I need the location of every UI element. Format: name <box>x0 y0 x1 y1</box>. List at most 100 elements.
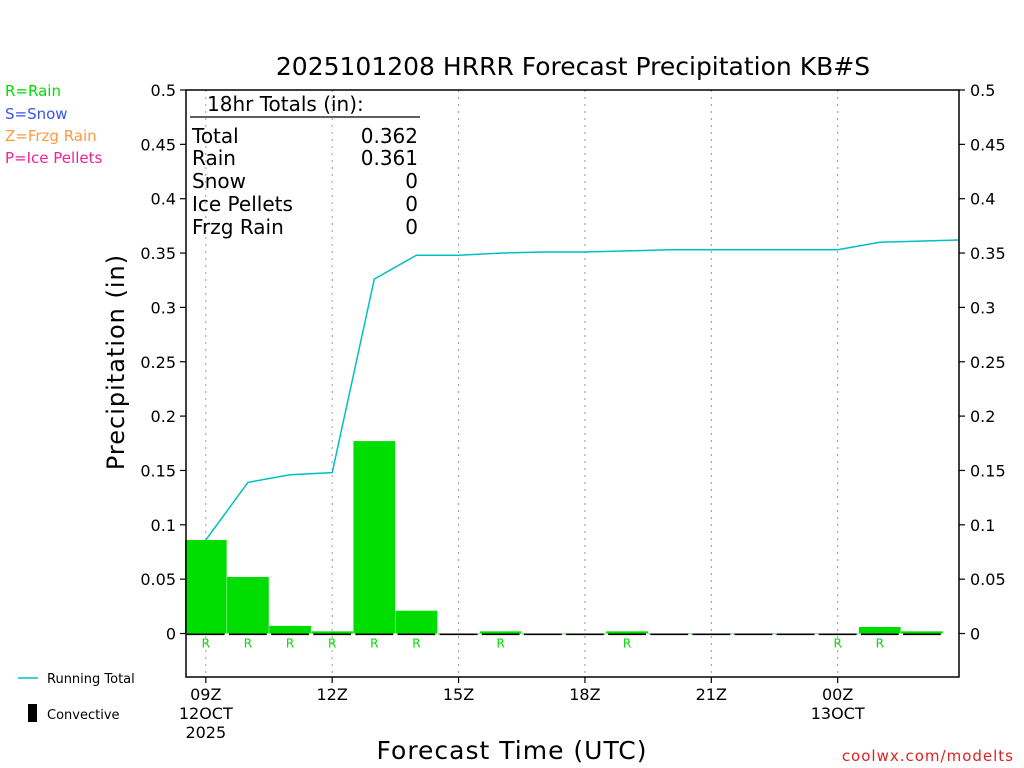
y-tick-label-left: 0.45 <box>140 135 176 154</box>
y-tick-label-right: 0.05 <box>970 570 1006 589</box>
convective-bar <box>271 633 309 636</box>
y-tick-label-left: 0.25 <box>140 353 176 372</box>
totals-label-total: Total <box>191 124 239 148</box>
running-total-legend-label: Running Total <box>47 672 135 687</box>
convective-bar <box>903 633 941 636</box>
credit-text: coolwx.com/modelts <box>842 747 1014 765</box>
convective-bar <box>734 633 773 636</box>
axes: 0 00.05 0.050.1 0.10.15 0.150.2 0.20.25 0.250.… <box>140 81 1005 742</box>
y-tick-label-right: 0.45 <box>970 135 1006 154</box>
precip-type-marker: R <box>202 637 210 651</box>
y-tick-label-right: 0.25 <box>970 353 1006 372</box>
precip-type-legend: R=Rain S=Snow Z=Frzg Rain P=Ice Pellets <box>5 82 102 167</box>
rain-bar <box>227 576 269 634</box>
y-tick-label-right: 0.35 <box>970 244 1006 263</box>
totals-value-ice-pellets: 0 <box>405 192 418 216</box>
totals-value-rain: 0.361 <box>361 146 418 170</box>
rain-bar <box>184 540 227 634</box>
totals-box: 18hr Totals (in): Total 0.362 Rain 0.361… <box>190 92 420 239</box>
convective-bar <box>566 633 604 636</box>
y-tick-label-right: 0.1 <box>970 516 995 535</box>
convective-bar <box>523 633 562 636</box>
y-tick-label-right: 0.5 <box>970 81 995 100</box>
convective-legend-swatch <box>28 704 37 722</box>
legend-snow: S=Snow <box>5 105 68 123</box>
rain-bar <box>606 631 648 634</box>
plot-frame <box>185 89 960 678</box>
rain-bar <box>858 626 901 634</box>
precip-type-marker: R <box>623 637 631 651</box>
convective-bar <box>313 633 352 636</box>
convective-bar <box>650 633 689 636</box>
totals-value-total: 0.362 <box>361 124 418 148</box>
convective-bar <box>439 633 478 636</box>
convective-bar <box>186 633 225 636</box>
legend-ice-pellets: P=Ice Pellets <box>5 149 102 167</box>
rain-bar <box>901 631 943 634</box>
x-tick-label: 09Z <box>190 685 221 704</box>
convective-bar <box>776 633 815 636</box>
totals-label-rain: Rain <box>192 146 236 170</box>
precip-type-marker: R <box>286 637 294 651</box>
precip-type-marker: R <box>876 637 884 651</box>
x-tick-label: 13OCT <box>811 704 865 723</box>
convective-bar <box>481 633 520 636</box>
y-tick-label-left: 0.15 <box>140 461 176 480</box>
convective-bar <box>229 633 267 636</box>
y-tick-label-left: 0.35 <box>140 244 176 263</box>
precip-type-marker: R <box>328 637 336 651</box>
x-axis-label: Forecast Time (UTC) <box>377 736 648 765</box>
x-tick-label: 2025 <box>185 723 226 742</box>
precip-type-marker: R <box>370 637 378 651</box>
y-tick-label-right: 0.15 <box>970 461 1006 480</box>
y-tick-label-right: 0.4 <box>970 190 995 209</box>
totals-label-ice-pellets: Ice Pellets <box>192 192 293 216</box>
rain-bar <box>479 631 522 634</box>
rain-bar <box>395 610 438 634</box>
x-tick-label: 18Z <box>569 685 600 704</box>
chart-title: 2025101208 HRRR Forecast Precipitation K… <box>276 52 870 81</box>
convective-bar <box>818 633 857 636</box>
y-tick-label-right: 0 <box>970 625 980 644</box>
running-total-series <box>205 239 960 541</box>
bars <box>184 441 943 636</box>
x-tick-label: 15Z <box>443 685 474 704</box>
y-tick-label-left: 0.5 <box>151 81 176 100</box>
totals-label-frzg-rain: Frzg Rain <box>192 215 284 239</box>
totals-label-snow: Snow <box>192 169 246 193</box>
y-axis-label: Precipitation (in) <box>102 254 130 470</box>
rain-bar <box>353 441 396 634</box>
y-tick-label-left: 0.4 <box>151 190 176 209</box>
x-tick-label: 00Z <box>822 685 853 704</box>
convective-bar <box>860 633 899 636</box>
convective-bar <box>608 633 646 636</box>
precip-type-marker: R <box>244 637 252 651</box>
y-tick-label-left: 0.05 <box>140 570 176 589</box>
totals-heading: 18hr Totals (in): <box>207 92 364 116</box>
running-total-line <box>205 239 960 541</box>
y-tick-label-left: 0 <box>166 625 176 644</box>
legend-rain: R=Rain <box>5 82 61 100</box>
y-tick-label-left: 0.2 <box>151 407 176 426</box>
series-legend: Running Total Convective <box>18 672 135 723</box>
totals-value-snow: 0 <box>405 169 418 193</box>
x-tick-label: 12Z <box>317 685 348 704</box>
y-tick-label-left: 0.3 <box>151 298 176 317</box>
convective-bar <box>355 633 394 636</box>
y-tick-label-right: 0.2 <box>970 407 995 426</box>
precip-type-marker: R <box>834 637 842 651</box>
totals-value-frzg-rain: 0 <box>405 215 418 239</box>
precip-type-marker: R <box>497 637 505 651</box>
grid-lines <box>205 90 839 677</box>
convective-legend-label: Convective <box>47 708 120 723</box>
rain-bar <box>269 625 311 634</box>
convective-bar <box>692 633 731 636</box>
x-tick-label: 21Z <box>696 685 727 704</box>
convective-bar <box>397 633 436 636</box>
precip-type-marker: R <box>412 637 420 651</box>
y-tick-label-left: 0.1 <box>151 516 176 535</box>
y-tick-label-right: 0.3 <box>970 298 995 317</box>
legend-frzg-rain: Z=Frzg Rain <box>5 127 97 145</box>
